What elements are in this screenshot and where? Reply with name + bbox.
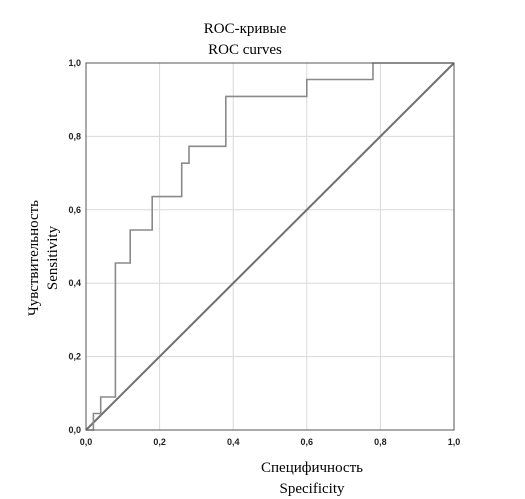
y-tick-label: 0,0 (68, 425, 81, 435)
x-tick-label: 0,6 (301, 437, 314, 447)
roc-curve (86, 62, 454, 431)
x-axis-title: Специфичность Specificity (261, 460, 363, 497)
x-tick-label: 0,2 (153, 437, 166, 447)
reference-diagonal (85, 62, 455, 431)
y-tick-label: 0,4 (68, 278, 81, 288)
y-tick-label: 0,8 (68, 131, 81, 141)
y-axis-title-line-2: Sensitivity (45, 225, 61, 290)
roc-series (86, 62, 454, 431)
y-tick-labels: 0,0 0,2 0,4 0,6 0,8 1,0 (68, 58, 81, 435)
chart-title-line-2: ROC curves (208, 42, 282, 58)
y-tick-label: 0,2 (68, 352, 81, 362)
reference-line (85, 62, 455, 431)
y-axis-title: Чувствительность Sensitivity (26, 200, 61, 316)
x-tick-label: 1,0 (448, 437, 461, 447)
x-tick-label: 0,4 (227, 437, 240, 447)
x-axis-title-line-2: Specificity (280, 481, 345, 497)
grid (86, 63, 454, 430)
y-tick-label: 1,0 (68, 58, 81, 68)
y-axis-title-line-1: Чувствительность (26, 200, 42, 316)
x-tick-labels: 0,0 0,2 0,4 0,6 0,8 1,0 (80, 437, 461, 447)
plot-frame (85, 62, 455, 431)
y-tick-label: 0,6 (68, 205, 81, 215)
x-tick-label: 0,8 (374, 437, 387, 447)
chart-title: ROC-кривые ROC curves (204, 21, 287, 58)
x-tick-label: 0,0 (80, 437, 93, 447)
x-axis-title-line-1: Специфичность (261, 460, 363, 476)
chart-title-line-1: ROC-кривые (204, 21, 287, 37)
